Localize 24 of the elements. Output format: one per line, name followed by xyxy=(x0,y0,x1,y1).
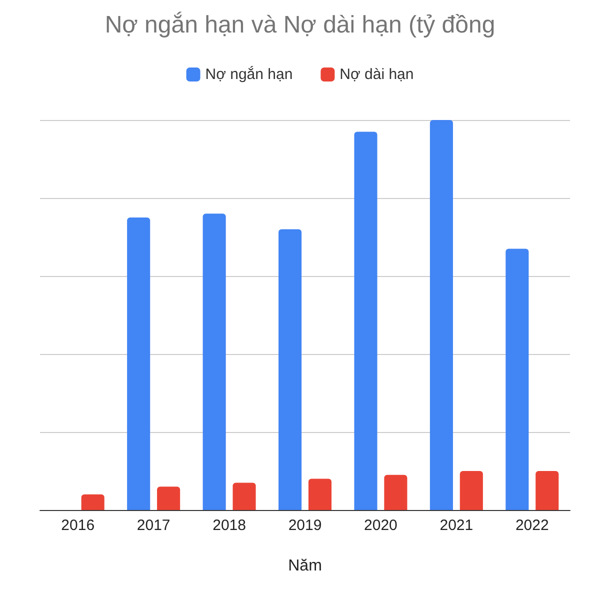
x-tick-label: 2017 xyxy=(136,517,170,534)
bar xyxy=(202,214,226,510)
chart-title: Nợ ngắn hạn và Nợ dài hạn (tỷ đồng xyxy=(104,12,496,38)
bar xyxy=(81,494,104,510)
legend-label: Nợ ngắn hạn xyxy=(205,65,293,83)
bar xyxy=(278,229,302,510)
bar xyxy=(506,248,529,510)
bar xyxy=(157,486,180,510)
bar xyxy=(232,482,256,510)
bar xyxy=(460,471,483,510)
x-tick-label: 2021 xyxy=(440,517,474,534)
x-axis-title: Năm xyxy=(288,558,322,574)
bar xyxy=(127,218,150,510)
legend-label: Nợ dài hạn xyxy=(340,66,414,83)
x-tick-label: 2019 xyxy=(288,517,322,534)
x-tick-label: 2018 xyxy=(212,517,246,534)
bar xyxy=(354,132,378,510)
bar xyxy=(536,471,559,510)
x-tick-label: 2016 xyxy=(61,517,95,534)
x-tick-label: 2020 xyxy=(364,517,398,534)
bar xyxy=(384,474,408,510)
bar xyxy=(308,478,332,510)
bar xyxy=(430,120,453,510)
x-tick-label: 2022 xyxy=(515,517,549,534)
